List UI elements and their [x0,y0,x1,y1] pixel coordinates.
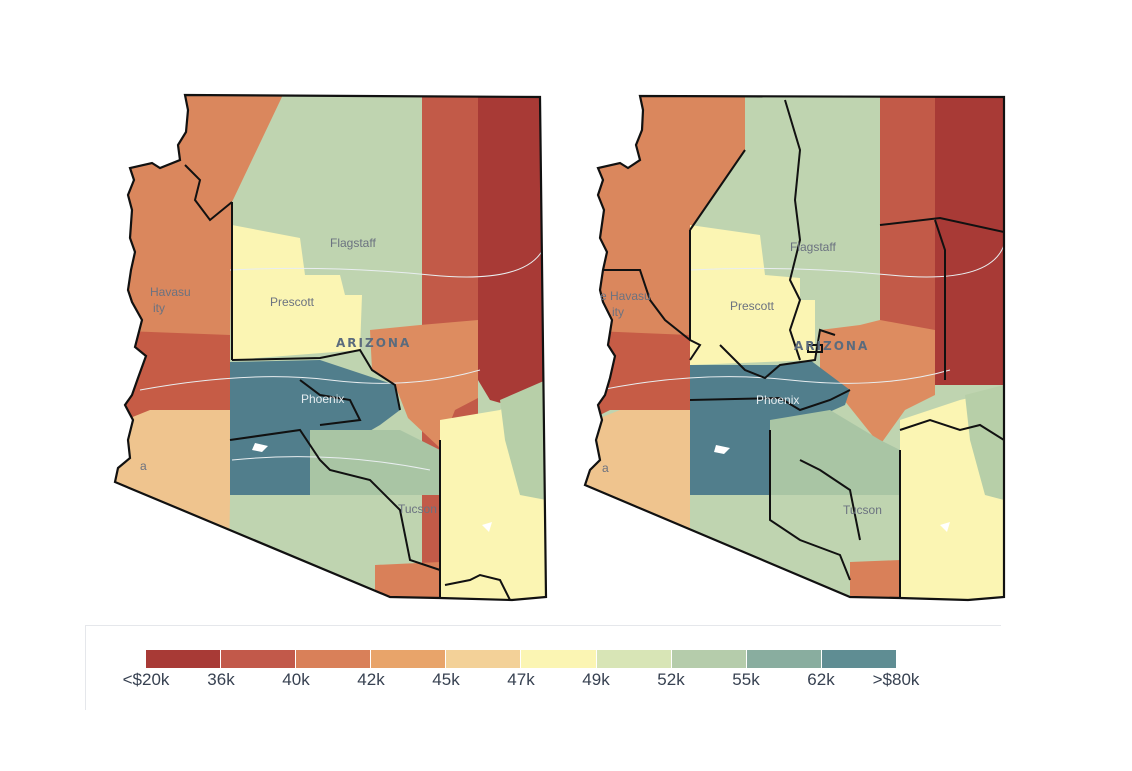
district-map-left: Flagstaff Prescott ARIZONA Phoenix Tucso… [110,90,555,605]
legend-tick-label: 62k [807,670,835,689]
place-yuma: a [602,461,609,475]
state-outline [113,93,548,602]
legend-swatch [596,650,672,668]
legend-color-scale [146,650,896,668]
legend-tick-label: <$20k [122,670,170,689]
legend-swatch [371,650,447,668]
legend-swatch [746,650,822,668]
place-havasu: e Havasu [600,289,651,303]
legend-swatch [296,650,372,668]
place-phoenix: Phoenix [301,392,344,406]
legend-swatch [446,650,522,668]
place-prescott: Prescott [270,295,315,309]
legend-panel [85,625,1001,710]
legend-swatch [821,650,896,668]
legend-tick-label: 47k [507,670,535,689]
state-label: ARIZONA [336,336,411,350]
legend-tick-label: >$80k [872,670,920,689]
legend-tick-label: 49k [582,670,610,689]
place-tucson: Tucson [843,503,882,517]
legend-tick-label: 45k [432,670,460,689]
place-phoenix: Phoenix [756,393,799,407]
legend-swatch [521,650,597,668]
legend-swatch [146,650,222,668]
legend-tick-label: 40k [282,670,310,689]
district-map-right: Flagstaff Prescott ARIZONA Phoenix Tucso… [578,90,1008,605]
state-label: ARIZONA [794,339,869,353]
place-havasu-city: ity [153,301,165,315]
place-prescott: Prescott [730,299,775,313]
place-flagstaff: Flagstaff [790,240,836,254]
legend-swatch [671,650,747,668]
state-outline [583,94,1006,602]
place-tucson: Tucson [398,502,437,516]
legend-tick-label: 55k [732,670,760,689]
legend-tick-label: 42k [357,670,385,689]
place-havasu: Havasu [150,285,191,299]
legend-tick-label: 36k [207,670,235,689]
legend-swatch [221,650,297,668]
place-flagstaff: Flagstaff [330,236,376,250]
legend-tick-label: 52k [657,670,685,689]
place-havasu-city: ity [612,305,624,319]
place-yuma: a [140,459,147,473]
